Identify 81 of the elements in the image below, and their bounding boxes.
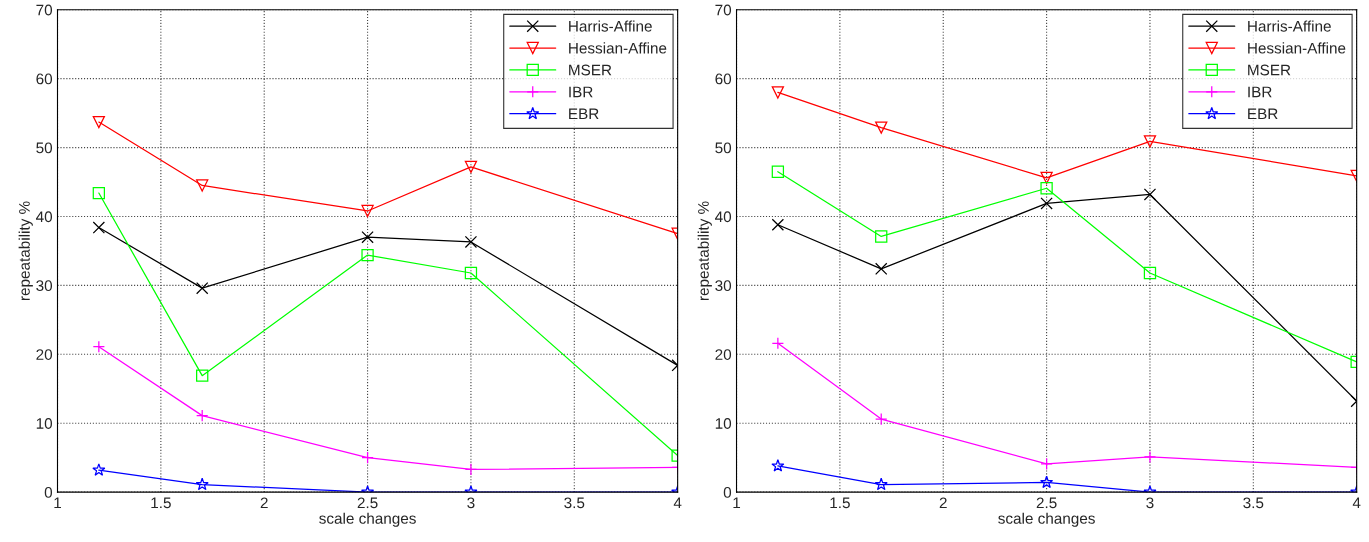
point: [464, 463, 478, 476]
point: [1143, 135, 1157, 148]
x-tick-label: 3: [467, 497, 475, 509]
y-tick-label: 0: [723, 487, 732, 498]
y-tick-label: 60: [715, 73, 732, 85]
point: [771, 459, 785, 472]
y-tick-label: 20: [36, 349, 53, 360]
legend-label: Harris-Affine: [1248, 20, 1331, 32]
y-tick-label: 50: [36, 142, 53, 154]
x-tick-label: 4: [673, 497, 682, 509]
legend-label: Harris-Affine: [569, 20, 652, 32]
y-tick-label: 70: [715, 4, 732, 16]
legend-label: Hessian-Affine: [569, 42, 667, 54]
point: [361, 248, 374, 262]
point: [875, 262, 888, 276]
point: [92, 463, 106, 476]
point: [875, 230, 888, 243]
point: [771, 337, 785, 350]
legend-label: EBR: [1248, 108, 1278, 120]
point: [196, 369, 209, 382]
legend-label: Hessian-Affine: [1248, 42, 1346, 54]
legend-label: IBR: [569, 86, 593, 98]
point: [1143, 450, 1157, 464]
point: [771, 218, 785, 231]
x-tick-label: 1.5: [151, 497, 171, 509]
point: [92, 115, 106, 129]
x-tick-label: 3: [1146, 497, 1154, 509]
point: [196, 179, 209, 192]
x-axis-title: scale changes: [998, 512, 1095, 527]
x-tick-label: 1: [54, 497, 61, 509]
point: [196, 281, 209, 295]
x-tick-label: 3.5: [1243, 497, 1264, 509]
y-axis-title: repeatability %: [18, 201, 33, 301]
legend-label: IBR: [1248, 86, 1272, 98]
point: [1040, 182, 1053, 195]
legend-label: EBR: [569, 108, 599, 120]
point: [875, 121, 888, 134]
y-tick-label: 50: [715, 142, 732, 154]
point: [92, 186, 106, 200]
y-axis-title: repeatability %: [697, 201, 712, 301]
point: [771, 86, 785, 99]
x-axis-title: scale changes: [319, 512, 416, 527]
point: [196, 409, 209, 422]
x-tick-label: 1: [733, 497, 741, 509]
y-tick-label: 40: [715, 211, 732, 223]
x-tick-label: 2.5: [1036, 497, 1057, 509]
y-tick-label: 10: [715, 418, 732, 429]
x-tick-label: 2: [939, 497, 947, 509]
point: [1040, 197, 1053, 210]
point: [1143, 266, 1157, 280]
point: [1040, 475, 1054, 489]
point: [361, 204, 374, 218]
x-tick-label: 4: [1352, 497, 1361, 509]
legend-label: MSER: [569, 64, 612, 76]
point: [92, 221, 106, 234]
point: [361, 230, 374, 244]
x-tick-label: 2.5: [357, 497, 378, 509]
y-tick-label: 30: [715, 280, 732, 292]
y-tick-label: 10: [36, 418, 53, 429]
point: [464, 160, 478, 174]
y-tick-label: 70: [36, 4, 53, 16]
point: [1040, 171, 1053, 185]
y-tick-label: 20: [715, 349, 732, 360]
y-tick-label: 0: [44, 487, 53, 498]
x-tick-label: 2: [260, 497, 268, 509]
y-tick-label: 40: [36, 211, 53, 223]
point: [195, 477, 209, 491]
legend-label: MSER: [1248, 64, 1291, 76]
point: [1143, 188, 1157, 201]
point: [874, 477, 888, 491]
point: [92, 340, 106, 353]
x-tick-label: 3.5: [564, 497, 585, 509]
point: [361, 451, 374, 464]
point: [464, 266, 478, 280]
y-tick-label: 60: [36, 73, 53, 85]
point: [1040, 457, 1053, 471]
y-tick-label: 30: [36, 280, 53, 292]
x-tick-label: 1.5: [830, 497, 850, 509]
point: [771, 165, 785, 178]
point: [464, 235, 478, 249]
point: [875, 412, 888, 426]
